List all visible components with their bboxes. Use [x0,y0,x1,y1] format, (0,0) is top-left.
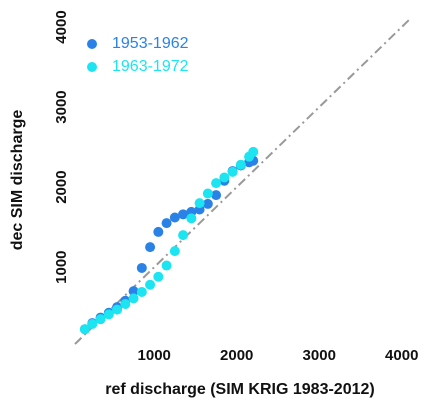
x-axis-label: ref discharge (SIM KRIG 1983-2012) [105,381,374,398]
point [194,198,205,209]
point [95,314,106,325]
x-tick-label: 2000 [220,347,253,364]
point [248,146,259,157]
point [202,188,213,199]
point [178,209,189,220]
y-tick-label: 1000 [53,250,70,283]
point [202,198,213,209]
point [178,230,189,241]
point [128,286,139,297]
point [169,246,180,257]
point [153,271,164,282]
legend-marker [87,62,97,72]
point [120,298,131,309]
x-tick-label: 1000 [138,347,171,364]
point [103,309,114,320]
point [87,318,98,329]
point [128,293,139,304]
point [161,260,172,271]
point [211,178,222,189]
point [169,212,180,223]
legend-label: 1963-1972 [112,58,189,75]
y-axis-label: dec SIM discharge [9,110,26,251]
y-tick-label: 4000 [53,10,70,43]
point [136,286,147,297]
point [145,279,156,290]
y-tick-label: 3000 [53,90,70,123]
y-tick-label: 2000 [53,170,70,203]
point [227,166,238,177]
point [186,213,197,224]
legend-marker [87,39,97,49]
point [112,304,123,315]
x-tick-label: 3000 [303,347,336,364]
point [235,159,246,170]
point [211,190,222,201]
point [153,226,164,237]
point [145,242,156,253]
x-tick-label: 4000 [385,347,418,364]
point [161,218,172,229]
point [219,172,230,183]
point [79,324,90,335]
legend-label: 1953-1962 [112,35,189,52]
point [136,262,147,273]
